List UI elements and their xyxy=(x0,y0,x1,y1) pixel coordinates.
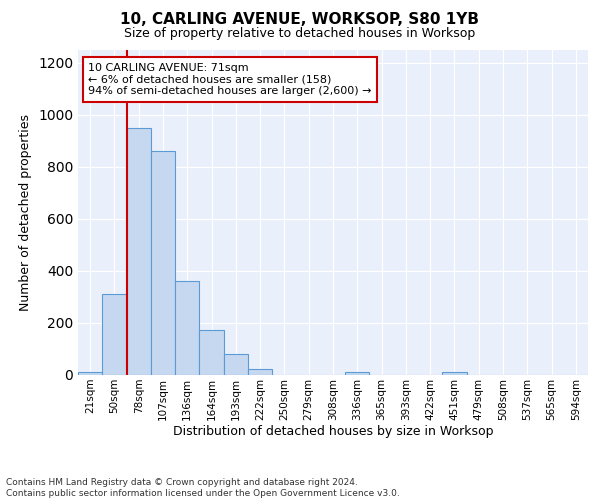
Bar xyxy=(102,294,127,375)
X-axis label: Distribution of detached houses by size in Worksop: Distribution of detached houses by size … xyxy=(173,426,493,438)
Bar xyxy=(248,368,272,375)
Bar xyxy=(78,372,102,375)
Bar xyxy=(224,354,248,375)
Text: 10, CARLING AVENUE, WORKSOP, S80 1YB: 10, CARLING AVENUE, WORKSOP, S80 1YB xyxy=(121,12,479,28)
Text: 10 CARLING AVENUE: 71sqm
← 6% of detached houses are smaller (158)
94% of semi-d: 10 CARLING AVENUE: 71sqm ← 6% of detache… xyxy=(88,63,372,96)
Text: Contains HM Land Registry data © Crown copyright and database right 2024.
Contai: Contains HM Land Registry data © Crown c… xyxy=(6,478,400,498)
Bar xyxy=(442,372,467,375)
Text: Size of property relative to detached houses in Worksop: Size of property relative to detached ho… xyxy=(124,28,476,40)
Bar xyxy=(175,282,199,375)
Bar xyxy=(127,128,151,375)
Bar xyxy=(345,372,370,375)
Bar xyxy=(151,152,175,375)
Y-axis label: Number of detached properties: Number of detached properties xyxy=(19,114,32,311)
Bar xyxy=(199,330,224,375)
